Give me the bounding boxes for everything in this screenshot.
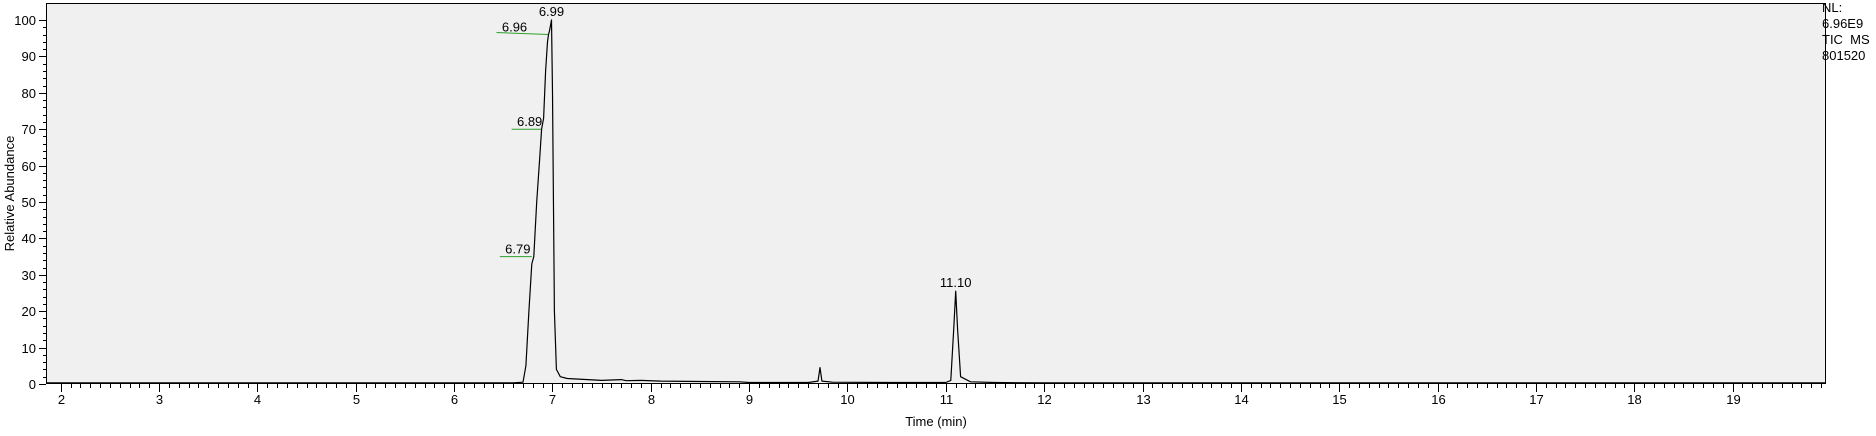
peak-label: 11.10 [940,275,972,290]
y-tick-label: 0 [29,377,36,392]
x-tick-label: 13 [1136,392,1150,407]
x-tick-label: 8 [648,392,655,407]
x-tick-label: 3 [156,392,163,407]
peak-marker-line [496,32,549,36]
y-tick-label: 30 [22,268,36,283]
y-tick-label: 50 [22,195,36,210]
y-tick-label: 10 [22,341,36,356]
y-tick-label: 100 [14,13,36,28]
x-tick-label: 15 [1332,392,1346,407]
nl-value: 6.96E9 [1822,16,1864,31]
nl-label: NL: [1822,0,1843,15]
x-tick-label: 16 [1431,392,1445,407]
x-tick-label: 5 [353,392,360,407]
x-tick-label: 2 [58,392,65,407]
y-axis-title: Relative Abundance [2,136,17,252]
y-tick-label: 20 [22,304,36,319]
peak-label: 6.99 [539,4,564,19]
x-axis-title: Time (min) [905,414,967,429]
x-tick-label: 18 [1627,392,1641,407]
y-tick-label: 60 [22,159,36,174]
tic-trace [46,19,1826,384]
x-tick-label: 17 [1529,392,1543,407]
x-minor-ticks [71,384,1822,388]
peak-label: 6.89 [517,114,542,129]
x-tick-label: 19 [1726,392,1740,407]
y-tick-label: 80 [22,86,36,101]
peak-label: 6.79 [505,242,530,257]
x-tick-label: 7 [549,392,556,407]
trace-label: TIC MS [1822,32,1870,47]
info-panel: NL: 6.96E9 TIC MS 801520 [1822,0,1874,64]
peak-label: 6.96 [502,20,527,35]
x-tick-label: 9 [746,392,753,407]
x-tick-label: 12 [1037,392,1051,407]
file-label: 801520 [1822,48,1866,63]
y-tick-label: 90 [22,49,36,64]
plot-background [46,3,1826,384]
x-tick-label: 11 [940,392,954,407]
y-tick-label: 40 [22,231,36,246]
x-tick-label: 10 [840,392,854,407]
x-tick-label: 4 [254,392,261,407]
plot-frame [46,3,1826,384]
x-tick-label: 6 [451,392,458,407]
y-tick-label: 70 [22,122,36,137]
x-tick-label: 14 [1234,392,1248,407]
